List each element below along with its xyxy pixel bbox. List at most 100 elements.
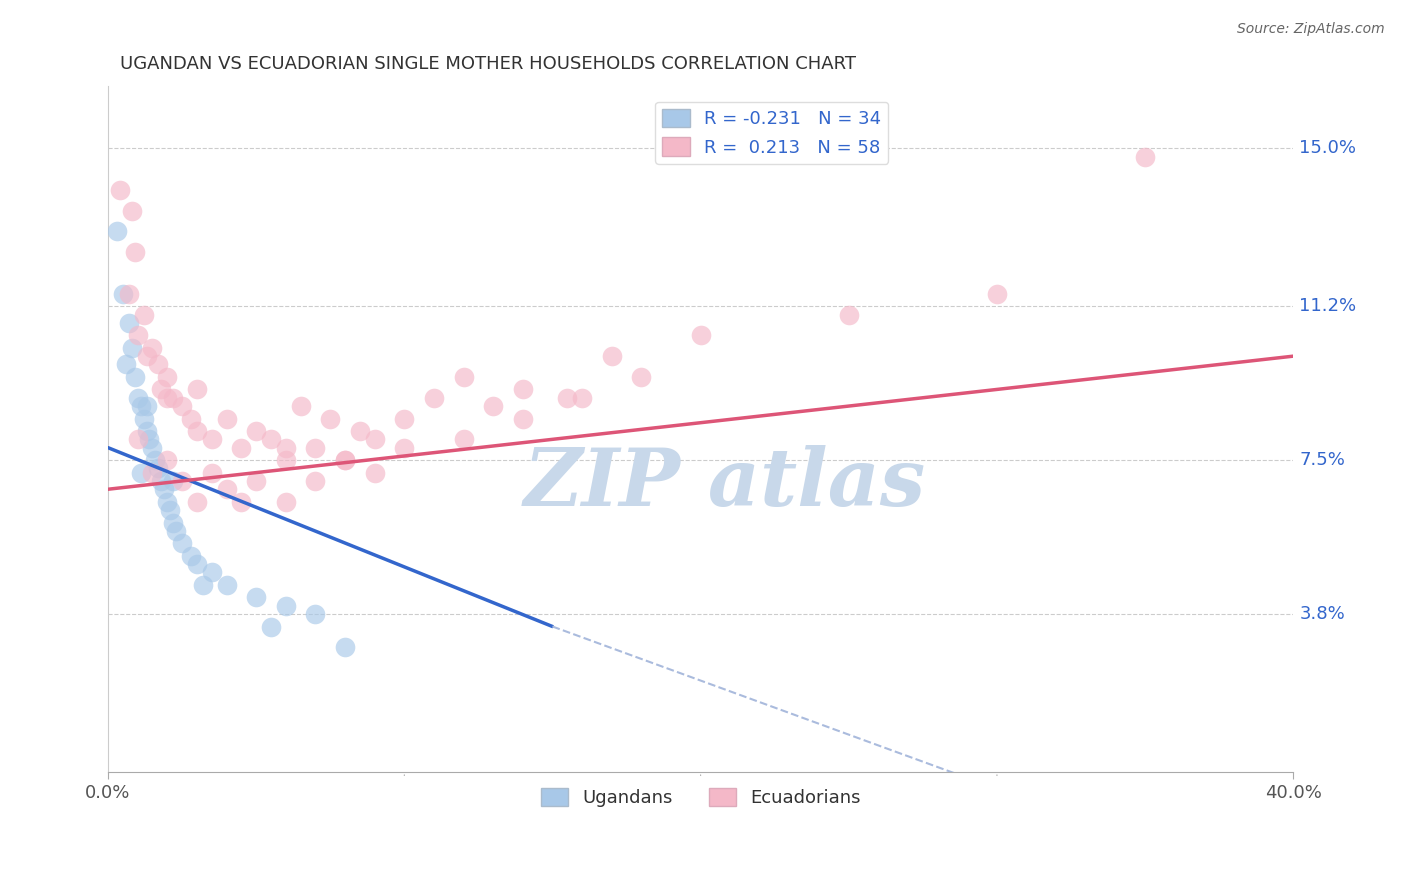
Point bbox=[141, 441, 163, 455]
Text: ZIP atlas: ZIP atlas bbox=[523, 445, 925, 523]
Point bbox=[333, 640, 356, 655]
Point bbox=[304, 441, 326, 455]
Point bbox=[124, 245, 146, 260]
Point bbox=[156, 391, 179, 405]
Point bbox=[274, 494, 297, 508]
Point bbox=[114, 358, 136, 372]
Point bbox=[333, 453, 356, 467]
Point bbox=[304, 474, 326, 488]
Y-axis label: Single Mother Households: Single Mother Households bbox=[0, 320, 8, 537]
Point bbox=[245, 591, 267, 605]
Text: 11.2%: 11.2% bbox=[1299, 297, 1357, 315]
Point bbox=[571, 391, 593, 405]
Point bbox=[150, 474, 173, 488]
Point bbox=[170, 399, 193, 413]
Point bbox=[148, 461, 170, 475]
Point bbox=[153, 482, 176, 496]
Point bbox=[231, 494, 253, 508]
Point bbox=[124, 370, 146, 384]
Point bbox=[141, 341, 163, 355]
Point bbox=[186, 557, 208, 571]
Point bbox=[132, 308, 155, 322]
Point bbox=[162, 391, 184, 405]
Point bbox=[127, 391, 149, 405]
Point bbox=[423, 391, 446, 405]
Text: 15.0%: 15.0% bbox=[1299, 139, 1357, 157]
Point bbox=[201, 566, 224, 580]
Point bbox=[319, 411, 342, 425]
Point bbox=[600, 349, 623, 363]
Point bbox=[129, 399, 152, 413]
Point bbox=[111, 286, 134, 301]
Point bbox=[201, 466, 224, 480]
Point bbox=[274, 599, 297, 613]
Point bbox=[159, 503, 181, 517]
Text: 3.8%: 3.8% bbox=[1299, 605, 1346, 623]
Point bbox=[135, 424, 157, 438]
Point bbox=[333, 453, 356, 467]
Point bbox=[162, 474, 184, 488]
Point bbox=[186, 383, 208, 397]
Point bbox=[260, 619, 283, 633]
Point bbox=[135, 349, 157, 363]
Point bbox=[838, 308, 860, 322]
Point bbox=[148, 358, 170, 372]
Point bbox=[245, 424, 267, 438]
Point bbox=[105, 224, 128, 238]
Point bbox=[118, 286, 141, 301]
Point bbox=[145, 453, 167, 467]
Point bbox=[260, 433, 283, 447]
Point bbox=[453, 433, 475, 447]
Point bbox=[186, 494, 208, 508]
Point bbox=[304, 607, 326, 621]
Point bbox=[127, 433, 149, 447]
Point bbox=[180, 549, 202, 563]
Point bbox=[132, 411, 155, 425]
Point bbox=[108, 183, 131, 197]
Point bbox=[363, 466, 385, 480]
Point bbox=[512, 383, 534, 397]
Point bbox=[170, 536, 193, 550]
Point bbox=[274, 441, 297, 455]
Point bbox=[138, 433, 160, 447]
Point bbox=[129, 466, 152, 480]
Point bbox=[394, 441, 416, 455]
Point bbox=[186, 424, 208, 438]
Point bbox=[121, 341, 143, 355]
Point bbox=[162, 516, 184, 530]
Point bbox=[394, 411, 416, 425]
Point bbox=[689, 328, 711, 343]
Point bbox=[555, 391, 578, 405]
Point bbox=[141, 466, 163, 480]
Point bbox=[118, 316, 141, 330]
Point bbox=[630, 370, 652, 384]
Point bbox=[156, 453, 179, 467]
Text: UGANDAN VS ECUADORIAN SINGLE MOTHER HOUSEHOLDS CORRELATION CHART: UGANDAN VS ECUADORIAN SINGLE MOTHER HOUS… bbox=[120, 55, 856, 73]
Point bbox=[231, 441, 253, 455]
Point bbox=[215, 411, 238, 425]
Point bbox=[127, 328, 149, 343]
Legend: Ugandans, Ecuadorians: Ugandans, Ecuadorians bbox=[533, 780, 868, 814]
Point bbox=[363, 433, 385, 447]
Text: Source: ZipAtlas.com: Source: ZipAtlas.com bbox=[1237, 22, 1385, 37]
Text: 7.5%: 7.5% bbox=[1299, 451, 1346, 469]
Point bbox=[290, 399, 312, 413]
Point bbox=[1133, 149, 1156, 163]
Point bbox=[215, 578, 238, 592]
Point bbox=[986, 286, 1008, 301]
Point bbox=[482, 399, 505, 413]
Point bbox=[156, 370, 179, 384]
Point bbox=[201, 433, 224, 447]
Point bbox=[135, 399, 157, 413]
Point bbox=[215, 482, 238, 496]
Point bbox=[349, 424, 371, 438]
Point bbox=[245, 474, 267, 488]
Point bbox=[453, 370, 475, 384]
Point bbox=[191, 578, 214, 592]
Point bbox=[274, 453, 297, 467]
Point bbox=[165, 524, 187, 538]
Point bbox=[170, 474, 193, 488]
Point bbox=[156, 494, 179, 508]
Point bbox=[150, 383, 173, 397]
Point bbox=[512, 411, 534, 425]
